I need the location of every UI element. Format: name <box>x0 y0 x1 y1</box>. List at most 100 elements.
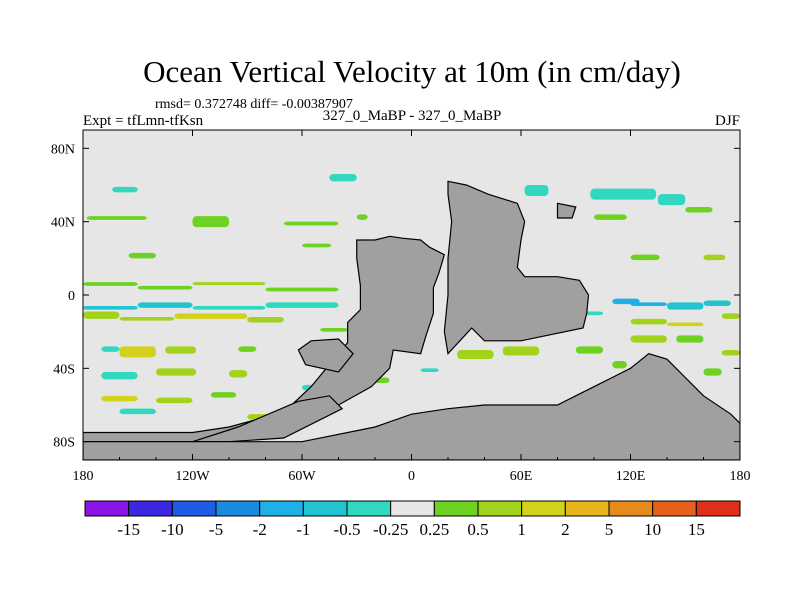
anomaly-cell-18 <box>137 285 193 290</box>
anomaly-cell-43 <box>238 346 257 352</box>
colorbar-box-7 <box>390 500 435 517</box>
colorbar-box-14 <box>695 500 741 517</box>
anomaly-cell-25 <box>83 311 120 319</box>
colorbar-label: -0.5 <box>334 520 361 539</box>
anomaly-cell-17 <box>83 282 138 286</box>
anomaly-cell-40 <box>101 346 120 352</box>
anomaly-cell-15 <box>630 254 660 261</box>
chart-title: Ocean Vertical Velocity at 10m (in cm/da… <box>143 54 681 89</box>
colorbar: -15 -10 -5 -2 -1 -0.5 -0.25 0.25 0.5 1 2 5 10 15 <box>84 500 741 539</box>
colorbar-box-5 <box>302 500 348 517</box>
velocity-anomaly-cells <box>83 174 740 420</box>
anomaly-cell-19 <box>192 282 266 286</box>
y-tick-label: 40N <box>51 216 75 231</box>
anomaly-cell-10 <box>356 214 368 220</box>
x-tick-label: 120W <box>175 469 210 484</box>
anomaly-cell-22 <box>137 302 193 308</box>
anomaly-cell-56 <box>676 335 704 343</box>
anomaly-cell-50 <box>119 408 156 415</box>
anomaly-cell-24 <box>265 302 339 308</box>
land-continent-d <box>443 180 590 355</box>
colorbar-box-11 <box>564 500 610 517</box>
anomaly-cell-29 <box>320 328 348 332</box>
colorbar-box-3 <box>215 500 261 517</box>
x-tick-label: 180 <box>73 469 94 484</box>
colorbar-label: 0.25 <box>419 520 449 539</box>
colorbar-label: -1 <box>296 520 310 539</box>
colorbar-label: -2 <box>253 520 267 539</box>
colorbar-box-12 <box>608 500 654 517</box>
anomaly-cell-13 <box>128 252 156 259</box>
anomaly-cell-42 <box>165 346 197 354</box>
map-plot-area <box>83 130 740 460</box>
anomaly-cell-41 <box>119 346 156 358</box>
anomaly-cell-44 <box>101 372 138 380</box>
anomaly-cell-59 <box>612 361 627 369</box>
colorbar-box-2 <box>171 500 217 517</box>
x-tick-label: 180 <box>730 469 751 484</box>
axes: 180 120W 60W 0 60E 120E 180 80N 40N 0 40S 80S <box>51 130 751 484</box>
anomaly-cell-21 <box>83 306 138 310</box>
y-tick-label: 80S <box>53 436 75 451</box>
anomaly-cell-5 <box>590 188 657 200</box>
colorbar-label: 15 <box>688 520 705 539</box>
anomaly-cell-8 <box>192 216 229 228</box>
anomaly-cell-39 <box>721 313 740 319</box>
anomaly-cell-49 <box>210 392 237 398</box>
colorbar-label: 0.5 <box>467 520 488 539</box>
colorbar-box-9 <box>477 500 523 517</box>
anomaly-cell-3 <box>329 174 357 182</box>
colorbar-box-1 <box>128 500 173 517</box>
x-tick-label: 120E <box>616 469 646 484</box>
anomaly-cell-2 <box>247 179 284 193</box>
anomaly-cell-47 <box>101 395 138 402</box>
anomaly-cell-0 <box>112 186 138 193</box>
colorbar-label: -15 <box>117 520 140 539</box>
colorbar-box-4 <box>259 500 304 517</box>
y-tick-label: 40S <box>53 362 75 377</box>
land-mask <box>83 180 740 460</box>
colorbar-box-0 <box>84 500 130 517</box>
anomaly-cell-48 <box>156 397 193 404</box>
x-tick-label: 0 <box>408 469 415 484</box>
anomaly-cell-35 <box>667 302 704 310</box>
anomaly-cell-12 <box>685 207 713 213</box>
experiment-label: Expt = tfLmn-tfKsn <box>83 113 204 129</box>
colorbar-label: 2 <box>561 520 570 539</box>
anomaly-cell-45 <box>156 368 197 376</box>
anomaly-cell-63 <box>420 368 439 372</box>
anomaly-cell-27 <box>174 313 248 319</box>
anomaly-cell-53 <box>502 346 540 356</box>
anomaly-cell-60 <box>703 368 722 376</box>
anomaly-cell-46 <box>229 370 248 378</box>
stats-text: rmsd= 0.372748 diff= -0.00387907 <box>155 97 353 112</box>
colorbar-label: -5 <box>209 520 223 539</box>
colorbar-label: 1 <box>517 520 526 539</box>
anomaly-cell-14 <box>302 243 332 248</box>
y-tick-label: 80N <box>51 142 75 157</box>
y-tick-label: 0 <box>68 289 75 304</box>
x-tick-label: 60E <box>510 469 533 484</box>
x-tick-label: 60W <box>288 469 316 484</box>
anomaly-cell-34 <box>630 302 667 306</box>
colorbar-box-13 <box>652 500 697 517</box>
colorbar-box-6 <box>346 500 392 517</box>
anomaly-cell-55 <box>630 335 667 343</box>
colorbar-label: -0.25 <box>373 520 408 539</box>
anomaly-cell-1 <box>192 177 255 185</box>
anomaly-cell-57 <box>721 350 740 356</box>
land-continent-b <box>297 338 354 373</box>
land-continent-c <box>192 395 344 443</box>
anomaly-cell-38 <box>667 322 704 327</box>
anomaly-cell-9 <box>283 221 339 226</box>
anomaly-cell-52 <box>457 350 494 360</box>
colorbar-label: 10 <box>644 520 661 539</box>
colorbar-label: -10 <box>161 520 184 539</box>
anomaly-cell-16 <box>703 254 726 261</box>
anomaly-cell-37 <box>630 318 667 325</box>
anomaly-cell-26 <box>119 317 175 321</box>
anomaly-cell-23 <box>192 306 266 310</box>
anomaly-cell-54 <box>575 346 604 354</box>
land-continent-f <box>556 202 577 219</box>
